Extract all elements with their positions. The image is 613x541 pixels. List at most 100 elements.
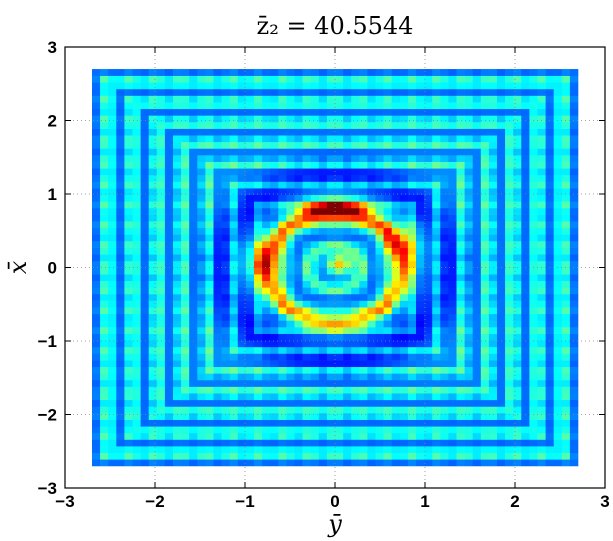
heatmap-cell <box>424 386 433 394</box>
heatmap-cell <box>472 247 482 255</box>
heatmap-cell <box>173 426 182 434</box>
heatmap-cell <box>245 128 255 136</box>
heatmap-cell <box>472 393 482 401</box>
heatmap-cell <box>164 82 174 90</box>
heatmap-cell <box>472 234 482 242</box>
heatmap-cell <box>148 247 158 255</box>
heatmap-cell <box>318 379 328 387</box>
heatmap-cell <box>335 366 344 374</box>
heatmap-cell <box>367 234 376 242</box>
heatmap-cell <box>148 102 158 110</box>
heatmap-cell <box>513 260 522 268</box>
heatmap-cell <box>416 293 425 301</box>
heatmap-cell <box>213 313 222 321</box>
heatmap-cell <box>310 88 320 96</box>
heatmap-cell <box>318 393 328 401</box>
heatmap-cell <box>553 267 563 275</box>
heatmap-cell <box>537 379 546 387</box>
heatmap-cell <box>318 174 328 182</box>
heatmap-cell <box>262 379 271 387</box>
heatmap-cell <box>310 360 320 368</box>
heatmap-cell <box>262 446 271 454</box>
heatmap-cell <box>237 393 247 401</box>
heatmap-cell <box>343 340 352 348</box>
heatmap-cell <box>545 432 554 440</box>
heatmap-cell <box>132 320 141 328</box>
heatmap-cell <box>254 254 263 262</box>
heatmap-cell <box>173 121 182 129</box>
heatmap-cell <box>351 353 360 361</box>
heatmap-cell <box>545 194 554 202</box>
heatmap-cell <box>213 393 222 401</box>
heatmap-cell <box>505 439 514 447</box>
heatmap-cell <box>148 353 158 361</box>
heatmap-cell <box>156 181 166 189</box>
heatmap-cell <box>262 115 271 123</box>
heatmap-cell <box>569 267 579 275</box>
heatmap-cell <box>229 207 239 215</box>
heatmap-cell <box>472 108 482 116</box>
heatmap-cell <box>407 69 417 76</box>
heatmap-cell <box>270 353 279 361</box>
heatmap-cell <box>359 446 368 454</box>
heatmap-cell <box>213 320 222 328</box>
heatmap-cell <box>399 128 409 136</box>
heatmap-cell <box>480 413 490 420</box>
heatmap-cell <box>464 300 473 308</box>
heatmap-cell <box>407 108 417 116</box>
heatmap-cell <box>197 234 206 242</box>
heatmap-cell <box>399 280 409 288</box>
heatmap-cell <box>197 227 206 235</box>
heatmap-cell <box>432 141 441 149</box>
heatmap-cell <box>156 234 166 242</box>
heatmap-cell <box>294 201 303 209</box>
heatmap-cell <box>181 102 190 110</box>
heatmap-cell <box>124 95 133 103</box>
heatmap-cell <box>302 75 311 83</box>
heatmap-cell <box>92 214 101 222</box>
heatmap-cell <box>537 155 546 162</box>
heatmap-cell <box>383 274 392 282</box>
heatmap-cell <box>335 353 344 361</box>
heatmap-cell <box>148 254 158 262</box>
heatmap-cell <box>245 413 255 420</box>
heatmap-cell <box>488 69 498 76</box>
heatmap-cell <box>181 188 190 196</box>
heatmap-cell <box>148 446 158 454</box>
heatmap-cell <box>464 75 473 83</box>
heatmap-cell <box>116 148 125 156</box>
heatmap-cell <box>213 148 222 156</box>
heatmap-cell <box>229 293 239 301</box>
heatmap-cell <box>553 188 563 196</box>
heatmap-cell <box>448 360 457 368</box>
heatmap-cell <box>391 333 401 341</box>
heatmap-cell <box>440 366 449 374</box>
heatmap-cell <box>310 426 320 434</box>
heatmap-cell <box>213 446 222 454</box>
heatmap-cell <box>229 247 239 255</box>
heatmap-cell <box>245 373 255 381</box>
heatmap-cell <box>173 300 182 308</box>
heatmap-cell <box>407 88 417 96</box>
heatmap-cell <box>488 379 498 387</box>
heatmap-cell <box>383 108 392 116</box>
heatmap-cell <box>448 399 457 407</box>
heatmap-cell <box>383 373 392 381</box>
heatmap-cell <box>245 135 255 143</box>
heatmap-cell <box>181 181 190 189</box>
heatmap-cell <box>375 446 384 454</box>
heatmap-cell <box>229 426 239 434</box>
heatmap-cell <box>569 141 579 149</box>
heatmap-cell <box>399 141 409 149</box>
heatmap-cell <box>480 75 490 83</box>
heatmap-cell <box>286 373 295 381</box>
heatmap-cell <box>189 379 198 387</box>
heatmap-cell <box>302 399 311 407</box>
heatmap-cell <box>399 386 409 394</box>
heatmap-cell <box>529 221 538 229</box>
heatmap-cell <box>399 201 409 209</box>
heatmap-cell <box>488 214 498 222</box>
heatmap-cell <box>569 102 579 110</box>
heatmap-cell <box>148 88 158 96</box>
heatmap-cell <box>351 88 360 96</box>
